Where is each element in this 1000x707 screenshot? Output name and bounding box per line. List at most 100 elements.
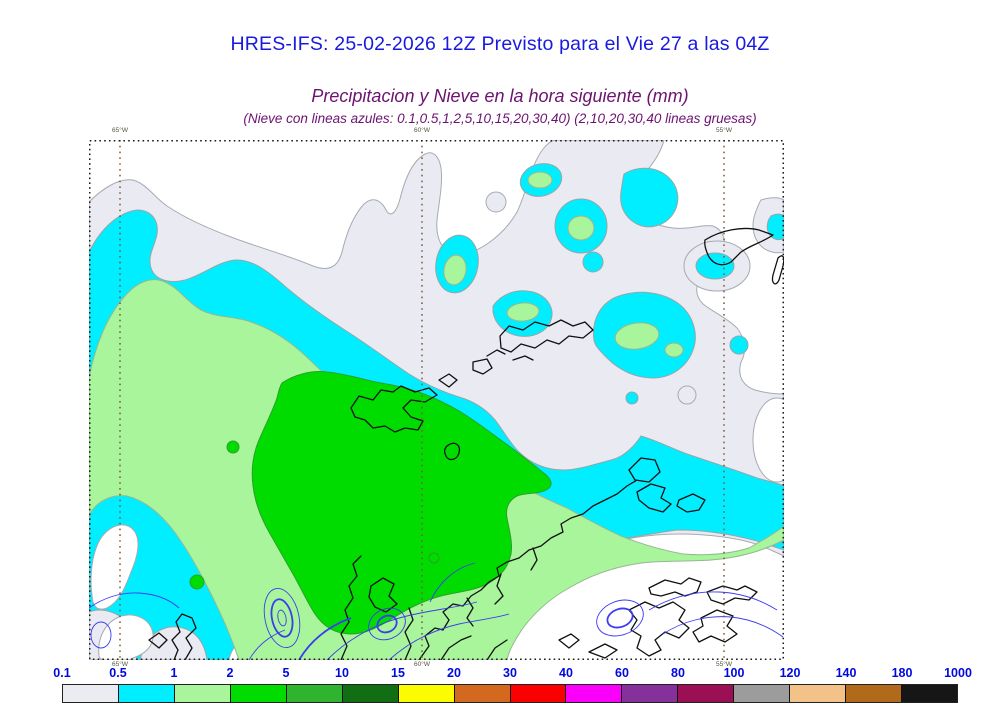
colorbar-segment-2 bbox=[230, 685, 287, 702]
colorbar-tick-label: 100 bbox=[723, 666, 745, 680]
colorbar-segment-140 bbox=[846, 685, 903, 702]
coastlines-shape bbox=[704, 227, 774, 266]
coastlines-shape bbox=[350, 385, 438, 433]
forecast-map bbox=[88, 139, 802, 661]
colorbar-tick-label: 0.1 bbox=[53, 666, 71, 680]
precip-region-cyan-0p5-shape bbox=[729, 335, 749, 355]
colorbar-tick-label: 40 bbox=[559, 666, 573, 680]
colorbar-tick-label: 20 bbox=[447, 666, 461, 680]
precip-region-lightgreen-1-shape bbox=[664, 342, 684, 358]
precip-region-lightgreen-1-shape bbox=[527, 171, 553, 189]
precipitation-map-svg bbox=[88, 139, 802, 661]
colorbar-segment-10 bbox=[342, 685, 399, 702]
precip-region-lightgreen-1-shape bbox=[443, 254, 467, 286]
coastlines-shape bbox=[340, 555, 362, 661]
dry-holes-bottom-left-shape bbox=[98, 614, 154, 661]
colorbar-tick-label: 120 bbox=[779, 666, 801, 680]
precip-region-gray-0p1-shape bbox=[485, 191, 507, 213]
page-title: HRES-IFS: 25-02-2026 12Z Previsto para e… bbox=[230, 33, 770, 55]
meridian-label-bottom: 60°W bbox=[414, 661, 430, 668]
coastlines-shape bbox=[706, 585, 758, 605]
colorbar-segment-120 bbox=[790, 685, 847, 702]
colorbar-segment-180 bbox=[902, 685, 957, 702]
coastlines-shape bbox=[418, 479, 638, 661]
colorbar-tick-label: 15 bbox=[391, 666, 405, 680]
colorbar-segment-80 bbox=[678, 685, 735, 702]
snow-contours-shape bbox=[298, 617, 352, 661]
snow-contours-shape bbox=[388, 613, 510, 661]
colorbar-tick-label: 5 bbox=[282, 666, 290, 680]
precip-region-lightgreen-1-shape bbox=[567, 215, 595, 241]
precip-region-cyan-0p5-shape bbox=[582, 251, 604, 273]
colorbar-tick-label: 0.5 bbox=[109, 666, 127, 680]
snow-contours-shape bbox=[263, 587, 301, 649]
colorbar-segment-5 bbox=[286, 685, 343, 702]
snow-contours-shape bbox=[277, 609, 287, 627]
precip-region-green-2-shape bbox=[251, 371, 552, 635]
colorbar-tick-label: 1000 bbox=[944, 666, 972, 680]
colorbar-segment-20 bbox=[454, 685, 511, 702]
meridian-label-top: 60°W bbox=[414, 127, 430, 134]
coastlines-shape bbox=[443, 442, 461, 461]
colorbar-tick-label: 10 bbox=[335, 666, 349, 680]
snow-lines-note: (Nieve con lineas azules: 0.1,0.5,1,2,5,… bbox=[243, 111, 757, 126]
colorbar-tick-label: 80 bbox=[671, 666, 685, 680]
coastlines-shape bbox=[404, 607, 414, 661]
coastlines-shape bbox=[472, 358, 493, 375]
meridian-label-top: 65°W bbox=[112, 127, 128, 134]
coastlines-shape bbox=[692, 609, 738, 643]
snow-contours-shape bbox=[368, 607, 406, 641]
colorbar-segment-40 bbox=[566, 685, 623, 702]
snow-contours-shape bbox=[88, 592, 180, 609]
map-frame bbox=[89, 140, 784, 660]
snow-contours-shape bbox=[90, 621, 112, 649]
map-subtitle: Precipitacion y Nieve en la hora siguien… bbox=[311, 86, 689, 106]
precip-region-cyan-0p5-shape bbox=[695, 252, 735, 280]
snow-contours-shape bbox=[376, 614, 398, 634]
colorbar-tick-label: 2 bbox=[226, 666, 234, 680]
coastlines bbox=[148, 227, 785, 661]
colorbar-segment-0.1 bbox=[63, 685, 119, 702]
dry-holes-bottom-left-shape bbox=[90, 524, 139, 610]
colorbar-segment-1 bbox=[174, 685, 231, 702]
snow-contours-shape bbox=[248, 629, 286, 661]
snow-contours-shape bbox=[270, 598, 294, 638]
precip-region-lightgreen-1-shape bbox=[614, 322, 660, 350]
coastlines-shape bbox=[148, 632, 168, 649]
precip-region-green-2-shape bbox=[189, 574, 205, 590]
colorbar-segment-0.5 bbox=[118, 685, 175, 702]
coastlines-shape bbox=[499, 319, 594, 353]
colorbar-segment-15 bbox=[398, 685, 455, 702]
precip-region-cyan-0p5-shape bbox=[620, 167, 679, 228]
meridian-label-top: 55°W bbox=[716, 127, 732, 134]
coastlines-shape bbox=[368, 577, 398, 613]
coastlines-shape bbox=[171, 613, 197, 661]
coastlines-shape bbox=[438, 373, 458, 388]
colorbar-tick-label: 60 bbox=[615, 666, 629, 680]
coastlines-shape bbox=[440, 635, 508, 661]
snow-contours-shape bbox=[429, 562, 476, 603]
coastlines-shape bbox=[486, 349, 534, 361]
colorbar-tick-label: 1 bbox=[170, 666, 178, 680]
colorbar-segment-30 bbox=[510, 685, 567, 702]
coastlines-shape bbox=[628, 601, 690, 657]
precip-region-green-2-shape bbox=[428, 552, 440, 564]
coastlines-shape bbox=[648, 577, 702, 597]
colorbar-tick-label: 140 bbox=[835, 666, 857, 680]
meridian-label-bottom: 65°W bbox=[112, 661, 128, 668]
colorbar-tick-label: 180 bbox=[891, 666, 913, 680]
snow-contours bbox=[88, 562, 784, 661]
precip-region-cyan-0p5-shape bbox=[625, 391, 639, 405]
precip-region-lightgreen-1-shape bbox=[506, 302, 540, 322]
coastlines-shape bbox=[676, 493, 706, 513]
meridian-label-bottom: 55°W bbox=[716, 661, 732, 668]
colorbar-tick-label: 30 bbox=[503, 666, 517, 680]
precip-region-green-2-shape bbox=[226, 440, 240, 454]
coastlines-shape bbox=[628, 457, 661, 483]
snow-contours-shape bbox=[606, 607, 634, 629]
precip-region-gray-0p1-shape bbox=[677, 385, 697, 405]
colorbar-segment-100 bbox=[734, 685, 791, 702]
coastlines-shape bbox=[636, 483, 672, 513]
snow-contours-shape bbox=[662, 616, 784, 638]
